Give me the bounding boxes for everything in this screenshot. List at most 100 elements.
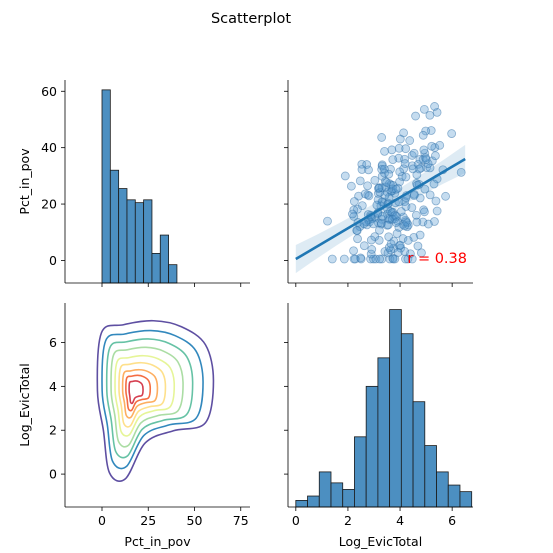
- scatter-point: [364, 191, 374, 201]
- scatter-point: [408, 164, 418, 174]
- x-axis-label: Log_EvicTotal: [339, 534, 422, 549]
- kde-contour-level: [110, 346, 184, 448]
- scatter-point: [349, 212, 359, 221]
- kde-contour-level: [128, 380, 144, 405]
- y-tick-label: 0: [49, 253, 57, 268]
- scatter-point: [384, 169, 394, 179]
- scatter-point: [430, 102, 439, 111]
- scatter-point: [435, 140, 445, 150]
- panel-bottom-left: 0 25 50 75 0 2 4 6 Pct_in_pov Log_EvicTotal: [17, 303, 250, 549]
- histogram-bar: [400, 333, 414, 508]
- scatter-point: [412, 217, 422, 227]
- scatter-point: [413, 241, 423, 251]
- scatter-point: [401, 144, 411, 154]
- scatter-point: [421, 126, 431, 136]
- scatter-point: [398, 234, 408, 243]
- histogram-bar: [412, 401, 426, 508]
- scatter-point: [401, 172, 411, 182]
- scatter-point: [456, 167, 466, 177]
- x-axis-label: Pct_in_pov: [124, 534, 191, 549]
- scatter-point: [375, 225, 384, 235]
- scatter-point: [427, 141, 437, 151]
- scatter-point: [377, 133, 387, 142]
- histogram-bar: [377, 357, 391, 508]
- scatter-point: [366, 249, 376, 259]
- histogram-bar: [389, 309, 402, 508]
- scatter-point: [425, 190, 435, 200]
- histogram-bar: [295, 500, 308, 508]
- histogram-bar: [365, 385, 379, 508]
- histogram-bar: [447, 484, 461, 508]
- scatter-point: [418, 130, 428, 140]
- scatter-point: [431, 196, 441, 206]
- scatter-point: [420, 184, 430, 194]
- scatter-point: [393, 248, 403, 257]
- histogram-bar: [151, 252, 161, 284]
- scatter-point: [392, 229, 402, 238]
- kde-contour-level: [101, 329, 204, 470]
- panel-top-right: r = 0.38: [284, 80, 473, 287]
- scatter-point: [391, 184, 401, 194]
- kde-contour-level: [121, 368, 159, 419]
- y-axis-label: Log_EvicTotal: [17, 363, 32, 446]
- scatter-point: [391, 218, 401, 228]
- scatter-point: [432, 206, 442, 216]
- histogram-bar: [307, 495, 320, 508]
- scatter-point: [409, 191, 419, 200]
- scatter-point: [418, 217, 428, 227]
- scatter-point: [382, 178, 391, 187]
- kde-contour-level: [118, 361, 167, 428]
- scatter-point: [411, 111, 420, 121]
- scatter-point: [419, 104, 429, 114]
- scatter-point: [367, 245, 377, 254]
- scatter-point: [421, 155, 431, 164]
- scatter-point: [387, 145, 397, 155]
- histogram-bar: [318, 471, 332, 508]
- scatter-point: [414, 164, 424, 174]
- scatter-point: [380, 146, 389, 156]
- scatter-point: [323, 216, 332, 226]
- y-axis-label: Pct_in_pov: [17, 148, 32, 215]
- kde-contour-level: [96, 319, 215, 482]
- scatter-point: [395, 167, 405, 177]
- scatter-point: [378, 211, 387, 221]
- scatter-point: [375, 254, 385, 264]
- correlation-annotation: r = 0.38: [407, 251, 467, 267]
- x-tick-label: 0: [292, 513, 300, 528]
- scatter-point: [405, 136, 415, 145]
- scatter-point: [374, 184, 383, 193]
- scatter-point: [447, 129, 457, 138]
- y-tick-label: 0: [49, 467, 57, 482]
- histogram-bar: [354, 436, 367, 508]
- scatter-point: [349, 246, 358, 256]
- scatter-point: [384, 193, 394, 202]
- histogram-bar: [424, 445, 437, 508]
- kde-contour-level: [114, 354, 176, 437]
- y-tick-label: 4: [49, 379, 57, 394]
- scatter-point: [400, 247, 410, 256]
- kde-contour-level: [125, 374, 152, 412]
- scatter-point: [386, 164, 395, 174]
- histogram-bar: [159, 234, 169, 284]
- scatter-point: [420, 207, 429, 217]
- panel-top-left: 0 20 40 60 Pct_in_pov: [17, 80, 250, 287]
- scatter-point: [372, 200, 382, 210]
- histogram-bar: [118, 188, 128, 284]
- kde-contour-level: [105, 338, 194, 459]
- histogram-bar: [134, 202, 145, 284]
- scatter-point: [370, 175, 380, 185]
- scatter-point: [395, 134, 405, 144]
- scatter-point: [374, 235, 384, 245]
- scatter-point: [355, 176, 365, 186]
- x-tick-label: 4: [396, 513, 404, 528]
- scatter-point: [415, 230, 425, 240]
- scatter-point: [346, 181, 356, 191]
- scatter-point: [340, 171, 350, 181]
- scatter-point: [425, 110, 435, 120]
- scatter-point: [400, 159, 410, 168]
- scatter-point: [349, 197, 359, 206]
- scatter-point: [417, 248, 426, 258]
- y-tick-label: 60: [41, 84, 57, 99]
- histogram-bar: [168, 264, 178, 284]
